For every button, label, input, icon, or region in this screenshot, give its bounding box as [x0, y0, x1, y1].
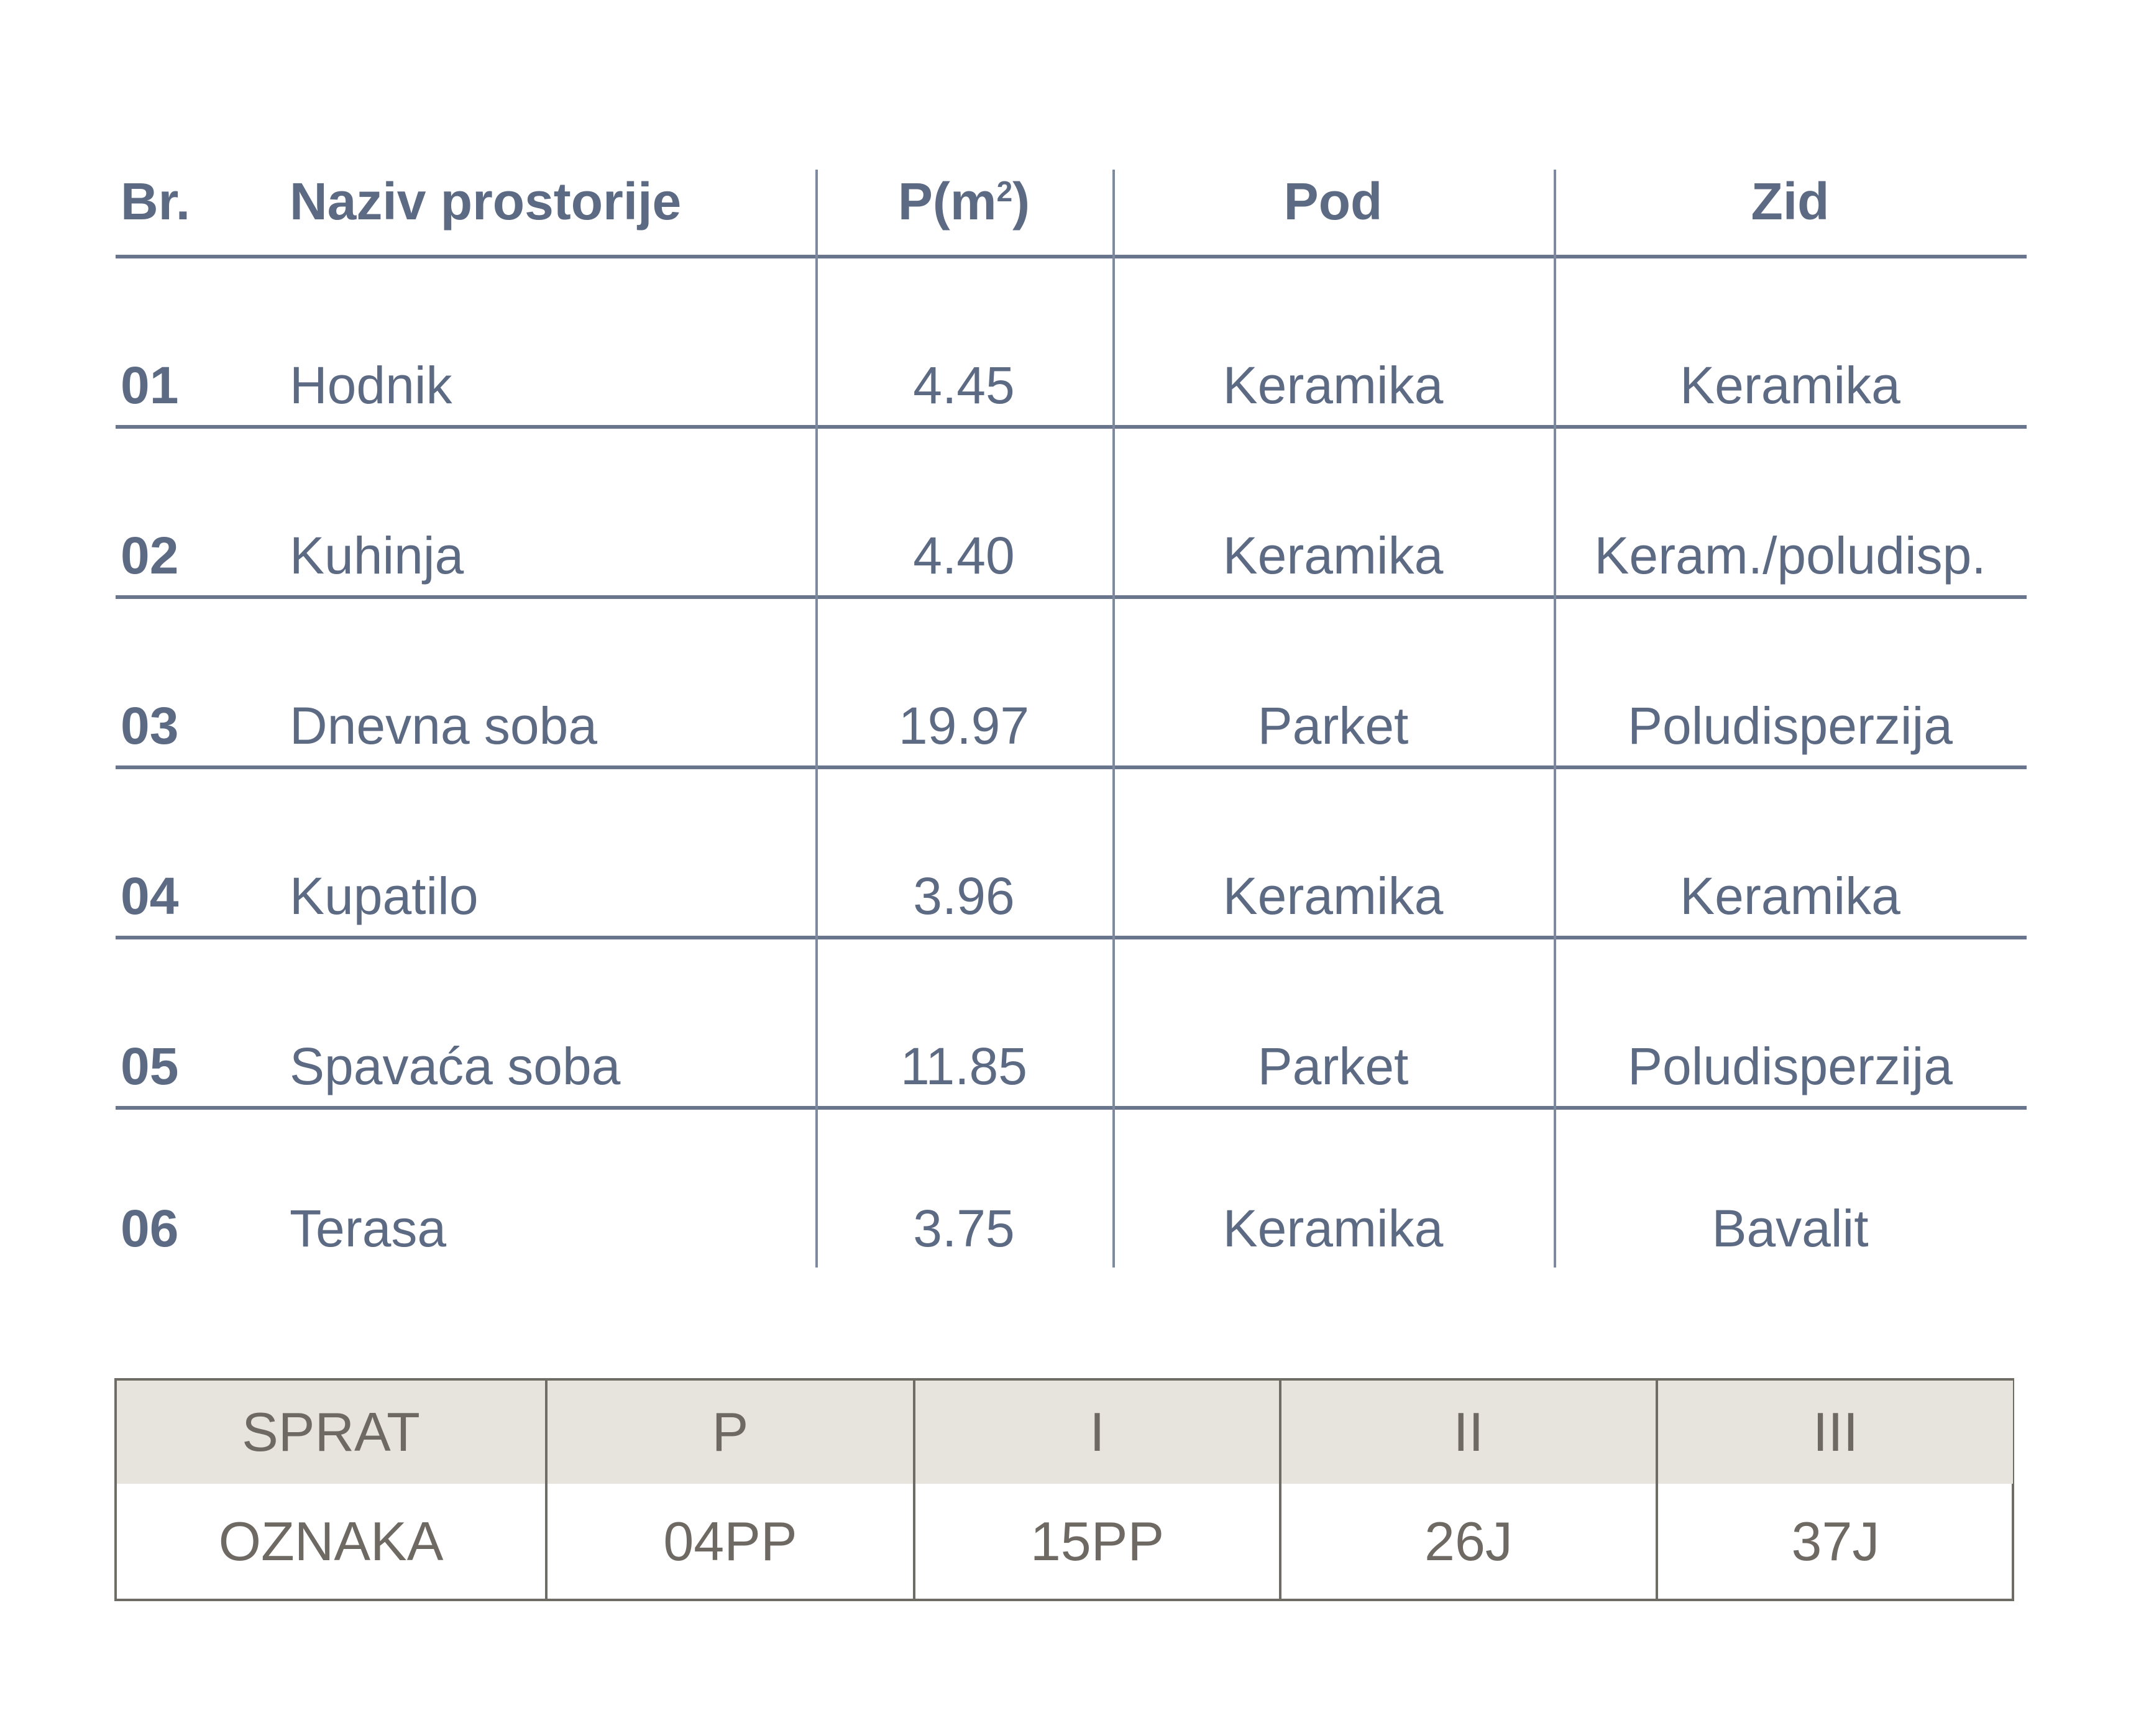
room-floor: Keramika: [1222, 867, 1444, 925]
code-cell: 26J: [1279, 1484, 1656, 1599]
code-row-label: OZNAKA: [218, 1510, 444, 1572]
code-cell: 37J: [1656, 1484, 2013, 1599]
room-name: Spavaća soba: [290, 1037, 621, 1095]
room-floor: Parket: [1257, 1037, 1409, 1095]
floor-header-cell: III: [1656, 1381, 2013, 1484]
table-row: 04 Kupatilo 3.96 Keramika Keramika: [116, 769, 2027, 939]
room-name: Dnevna soba: [290, 697, 598, 755]
floor-header-cell: I: [913, 1381, 1279, 1484]
row-number: 04: [121, 867, 179, 925]
room-name: Kuhinja: [290, 526, 464, 585]
header-area-main: P(m: [897, 172, 997, 231]
floor-code-table: SPRAT P I II III OZNAKA 04PP 15PP 26J 37…: [114, 1378, 2014, 1601]
room-wall: Poludisperzija: [1628, 697, 1953, 755]
row-number: 06: [121, 1199, 179, 1258]
header-area-end: ): [1012, 172, 1030, 231]
floor-header-label: SPRAT: [117, 1381, 545, 1484]
table-row: 02 Kuhinja 4.40 Keramika Keram./poludisp…: [116, 429, 2027, 599]
header-pod: Pod: [1283, 172, 1383, 231]
room-floor: Keramika: [1222, 526, 1444, 585]
row-number: 05: [121, 1037, 179, 1095]
rooms-table: Br. Naziv prostorije P(m2) Pod Zid 01 Ho…: [116, 170, 2027, 1269]
room-name: Kupatilo: [290, 867, 479, 925]
table-row: 01 Hodnik 4.45 Keramika Keramika: [116, 258, 2027, 429]
room-area: 4.45: [913, 356, 1015, 414]
row-number: 02: [121, 526, 179, 585]
room-area: 11.85: [901, 1037, 1027, 1095]
room-floor: Keramika: [1222, 356, 1444, 414]
row-number: 01: [121, 356, 179, 414]
floor-header-cell: II: [1279, 1381, 1656, 1484]
header-area: P(m2): [815, 175, 1112, 255]
room-name: Terasa: [290, 1199, 447, 1258]
header-zid: Zid: [1751, 172, 1830, 231]
room-floor: Parket: [1257, 697, 1409, 755]
header-area-sup: 2: [996, 175, 1013, 208]
table-row: 05 Spavaća soba 11.85 Parket Poludisperz…: [116, 939, 2027, 1110]
rooms-header-row: Br. Naziv prostorije P(m2) Pod Zid: [116, 170, 2027, 258]
room-area: 19.97: [898, 697, 1030, 755]
header-br: Br.: [121, 172, 191, 231]
room-wall: Poludisperzija: [1628, 1037, 1953, 1095]
row-number: 03: [121, 697, 179, 755]
table-row: 06 Terasa 3.75 Keramika Bavalit: [116, 1110, 2027, 1256]
room-wall: Keramika: [1680, 356, 1900, 414]
header-naziv: Naziv prostorije: [290, 172, 682, 231]
room-area: 4.40: [913, 526, 1015, 585]
floor-header-cell: P: [545, 1381, 913, 1484]
code-cell: 15PP: [913, 1484, 1279, 1599]
table-row: 03 Dnevna soba 19.97 Parket Poludisperzi…: [116, 599, 2027, 769]
room-floor: Keramika: [1222, 1199, 1444, 1258]
room-wall: Keramika: [1680, 867, 1900, 925]
room-area: 3.75: [913, 1199, 1015, 1258]
column-divider: [1554, 170, 1556, 1268]
column-divider: [815, 170, 818, 1268]
room-wall: Bavalit: [1712, 1199, 1869, 1258]
room-wall: Keram./poludisp.: [1594, 526, 1986, 585]
column-divider: [1112, 170, 1115, 1268]
code-cell: 04PP: [545, 1484, 913, 1599]
room-area: 3.96: [913, 867, 1015, 925]
room-name: Hodnik: [290, 356, 452, 414]
